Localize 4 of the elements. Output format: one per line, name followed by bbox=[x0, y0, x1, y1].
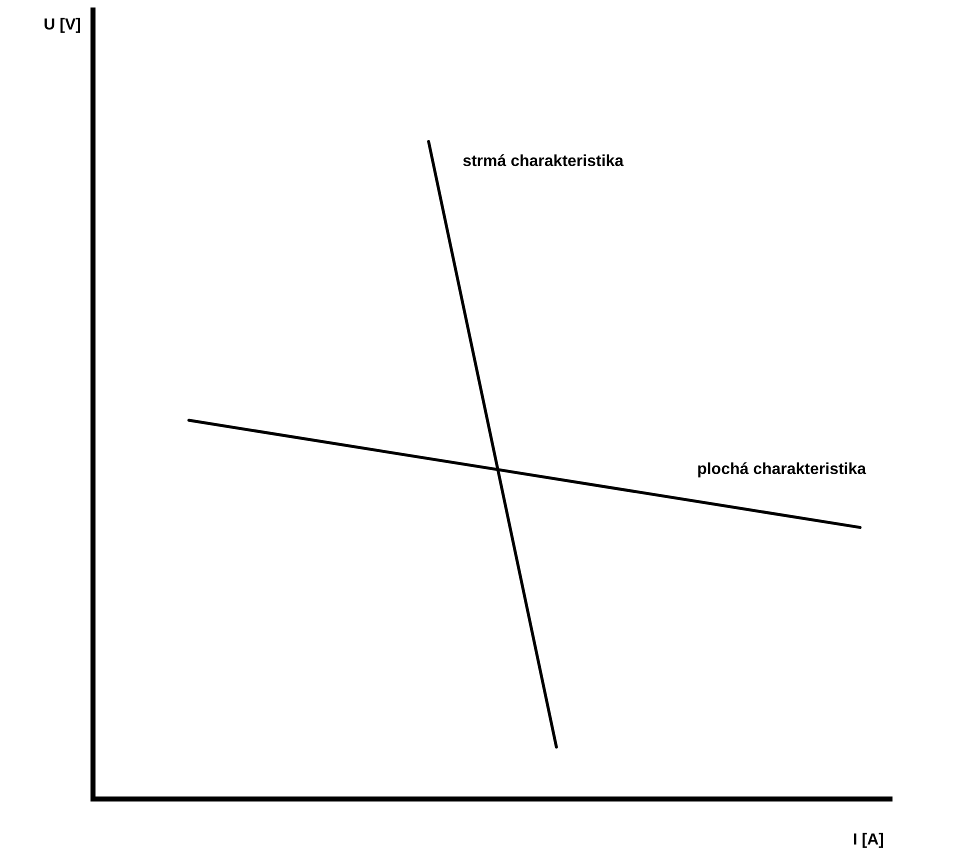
text: U [V] bbox=[44, 16, 81, 34]
series-label: strmá charakteristika bbox=[462, 152, 624, 170]
series-label: plochá charakteristika bbox=[697, 460, 866, 478]
x-axis-title: I [A] bbox=[852, 831, 884, 848]
